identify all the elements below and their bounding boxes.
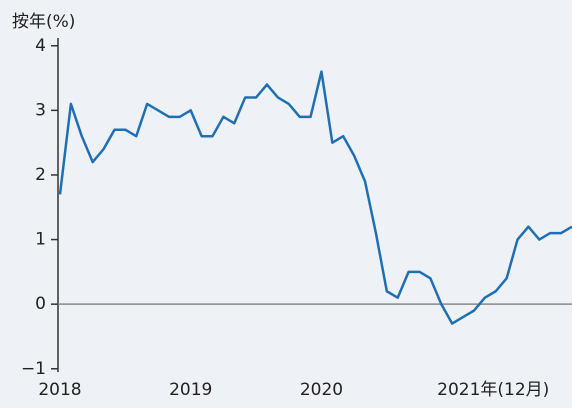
x-tick-label: 2020 [300,380,343,400]
y-tick-label: 4 [35,36,46,56]
y-tick-label: −1 [21,359,46,379]
y-tick-label: 2 [35,165,46,185]
y-axis-label: 按年(%) [12,12,75,32]
y-tick-label: 1 [35,230,46,250]
y-tick-label: 3 [35,100,46,120]
x-tick-label: 2019 [169,380,212,400]
x-tick-label: 2021年(12月) [437,380,549,400]
y-tick-label: 0 [35,294,46,314]
x-tick-label: 2018 [38,380,81,400]
series-line [58,70,572,325]
